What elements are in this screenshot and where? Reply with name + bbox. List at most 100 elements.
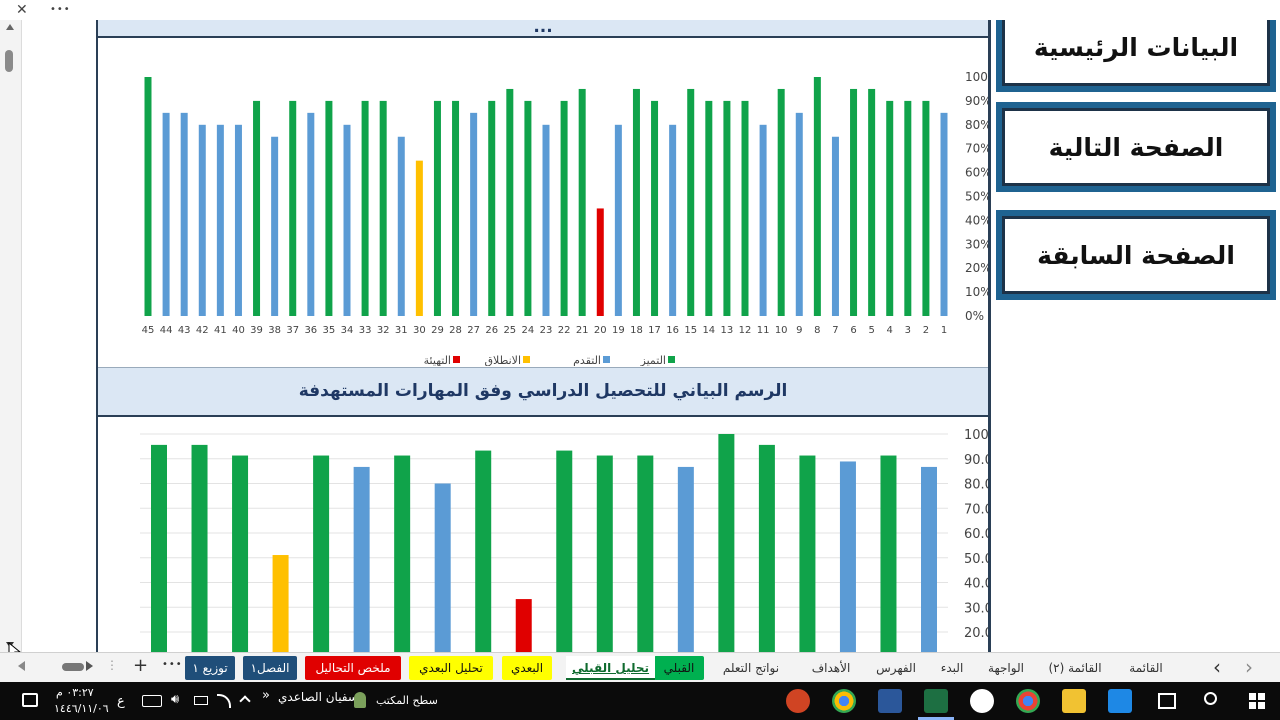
close-icon[interactable]: ✕: [16, 2, 28, 18]
excel-app-icon[interactable]: [924, 689, 948, 713]
chart1-bar: [397, 136, 405, 316]
desktop-toolbar-label[interactable]: سطح المكتب: [376, 694, 438, 707]
chart1-ytick-label: 50%: [965, 190, 988, 204]
sheet-tab[interactable]: (٢) القائمة: [1048, 661, 1102, 675]
chart1-bar: [831, 136, 839, 316]
next-page-button[interactable]: الصفحة التالية: [996, 102, 1276, 192]
app-circle-icon[interactable]: [970, 689, 994, 713]
chart1-bar: [759, 124, 767, 316]
chrome-app-icon[interactable]: [832, 689, 856, 713]
store-app-icon[interactable]: [1108, 689, 1132, 713]
chart1-xtick-label: 1: [941, 325, 947, 336]
search-icon[interactable]: [1204, 692, 1217, 705]
horizontal-scroll-thumb[interactable]: [62, 663, 84, 671]
panel-right-border: [988, 20, 991, 652]
sheet-tab[interactable]: الواجهة: [988, 661, 1024, 675]
chart2-bar: [677, 466, 694, 652]
chart1-xtick-label: 35: [323, 325, 336, 336]
chart1-xtick-label: 31: [395, 325, 408, 336]
show-hidden-icons-chevron-icon[interactable]: [239, 695, 251, 707]
volume-icon[interactable]: 🔊︎: [171, 692, 180, 707]
chrome-second-app-icon[interactable]: [1016, 689, 1040, 713]
chart2-bar: [434, 483, 451, 652]
clock-time[interactable]: ٠٣:٢٧ م: [56, 686, 94, 699]
user-avatar-icon: [354, 692, 366, 708]
input-language-indicator[interactable]: ع: [117, 694, 125, 709]
chart1-xtick-label: 27: [467, 325, 480, 336]
chart1-bar: [723, 100, 731, 317]
chart1-xtick-label: 28: [449, 325, 462, 336]
tabbar-splitter[interactable]: ⋮: [106, 658, 118, 672]
panel-left-border: [96, 20, 98, 652]
task-view-icon[interactable]: [1158, 693, 1176, 709]
chart1-bar: [886, 100, 894, 317]
chart1-bar: [307, 112, 315, 316]
sheet-tab[interactable]: الفهرس: [876, 661, 916, 675]
chart1-bar: [669, 124, 677, 316]
horizontal-scroll-left-icon[interactable]: [18, 661, 25, 671]
chart2-bar: [799, 455, 816, 652]
window-top-bar: ✕ •••: [0, 0, 1280, 20]
chart2-ytick-label: 80.0: [964, 478, 988, 493]
more-options-icon[interactable]: •••: [50, 4, 71, 15]
sheet-tab[interactable]: توزيع ١: [185, 656, 235, 680]
add-sheet-button[interactable]: +: [133, 655, 149, 676]
wifi-icon[interactable]: [217, 694, 231, 708]
sheet-tab[interactable]: الأهداف: [811, 661, 851, 675]
sheet-tab[interactable]: القبلي: [654, 656, 704, 680]
tab-scroll-prev-button[interactable]: ‹: [1213, 655, 1221, 679]
previous-page-button[interactable]: الصفحة السابقة: [996, 210, 1276, 300]
main-data-button[interactable]: البيانات الرئيسية: [996, 20, 1276, 92]
powerpoint-app-icon[interactable]: [786, 689, 810, 713]
chart1-xtick-label: 34: [341, 325, 354, 336]
toolbar-expand-icon[interactable]: »: [262, 688, 270, 703]
chart1-bar: [614, 124, 622, 316]
chart1-bar: [506, 88, 514, 316]
chart1-xtick-label: 3: [905, 325, 911, 336]
vertical-scrollbar[interactable]: [0, 20, 22, 652]
sheet-tab[interactable]: القائمة: [1129, 661, 1163, 675]
clock-date[interactable]: ١٤٤٦/١١/٠٦: [54, 702, 109, 715]
chart2-title: الرسم البياني للتحصيل الدراسي وفق المهار…: [298, 381, 788, 401]
sheet-tab[interactable]: البعدي: [502, 656, 552, 680]
keyboard-icon[interactable]: [142, 695, 162, 707]
chart1-bar: [289, 100, 297, 317]
sheet-tab[interactable]: تحليل القبلي: [566, 656, 656, 680]
chart1-xtick-label: 33: [359, 325, 372, 336]
previous-page-button-label: الصفحة السابقة: [1002, 216, 1270, 294]
chart2-ytick-label: 70.0: [964, 502, 988, 517]
sheet-tab[interactable]: تحليل البعدي: [409, 656, 493, 680]
file-explorer-icon[interactable]: [1062, 689, 1086, 713]
chart1-legend-swatch: [523, 356, 530, 363]
chart1-xtick-label: 21: [576, 325, 589, 336]
sheet-tab[interactable]: نواتج التعلم: [722, 661, 780, 675]
tab-scroll-next-button[interactable]: ›: [1245, 655, 1253, 679]
horizontal-scroll-right-icon[interactable]: [86, 661, 93, 671]
scroll-thumb[interactable]: [5, 50, 13, 72]
notifications-icon[interactable]: [22, 693, 38, 707]
more-sheets-button[interactable]: •••: [162, 659, 183, 670]
chart1-xtick-label: 18: [630, 325, 643, 336]
sheet-tab-bar: ⋮ + ••• القائمة (٢) القائمة الواجهة البدء ال…: [0, 652, 1280, 682]
sheet-tab[interactable]: الفصل١: [243, 656, 297, 680]
battery-icon[interactable]: [194, 696, 208, 705]
chart1-xtick-label: 40: [232, 325, 245, 336]
chart1-xtick-label: 36: [304, 325, 317, 336]
taskbar-user-name[interactable]: سفيان الصاعدي: [278, 690, 358, 704]
chart1-bar: [596, 208, 604, 316]
chart1-bar: [813, 77, 821, 316]
worksheet-area[interactable]: ... 0%10%20%30%40%50%60%70%80%90%100%123…: [22, 20, 1280, 652]
start-windows-icon[interactable]: [1249, 693, 1265, 709]
chart1-xtick-label: 19: [612, 325, 625, 336]
chart2-bar: [353, 466, 370, 652]
scroll-up-arrow-icon[interactable]: [6, 24, 14, 30]
chart1-bar: [162, 112, 170, 316]
chart2-bar: [394, 455, 411, 652]
chart1-bar: [524, 100, 532, 317]
sheet-tab[interactable]: البدء: [940, 661, 964, 675]
sheet-tab[interactable]: ملخص التحاليل: [305, 656, 401, 680]
chart2-bar: [596, 455, 613, 652]
chart2-bar: [718, 434, 735, 652]
chart2-bar: [475, 450, 492, 652]
word-app-icon[interactable]: [878, 689, 902, 713]
